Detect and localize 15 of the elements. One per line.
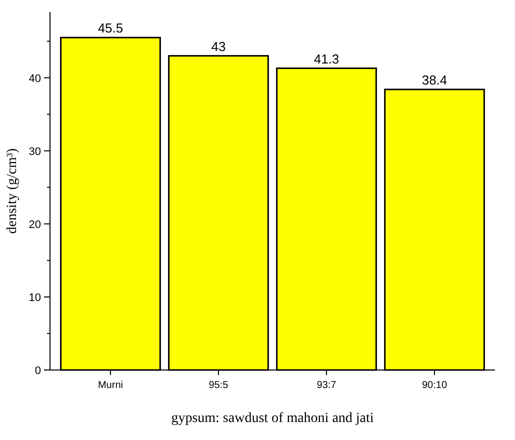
x-tick-label: 93:7 bbox=[316, 380, 337, 391]
x-axis-title: gypsum: sawdust of mahoni and jati bbox=[171, 411, 374, 426]
y-tick-label: 40 bbox=[28, 72, 41, 85]
data-label: 43 bbox=[211, 38, 226, 54]
x-tick-label: Murni bbox=[98, 380, 123, 391]
data-label: 38.4 bbox=[422, 72, 448, 88]
data-label: 45.5 bbox=[98, 20, 124, 36]
x-tick-label: 90:10 bbox=[422, 380, 448, 391]
y-tick-label: 0 bbox=[34, 365, 41, 377]
y-tick-label: 10 bbox=[28, 292, 41, 304]
y-tick-label: 20 bbox=[28, 218, 41, 231]
x-tick-label: 95:5 bbox=[208, 380, 229, 391]
y-tick-label: 30 bbox=[28, 146, 41, 158]
y-axis-title: density (g/cm³) bbox=[5, 148, 20, 234]
data-label: 41.3 bbox=[314, 51, 340, 66]
